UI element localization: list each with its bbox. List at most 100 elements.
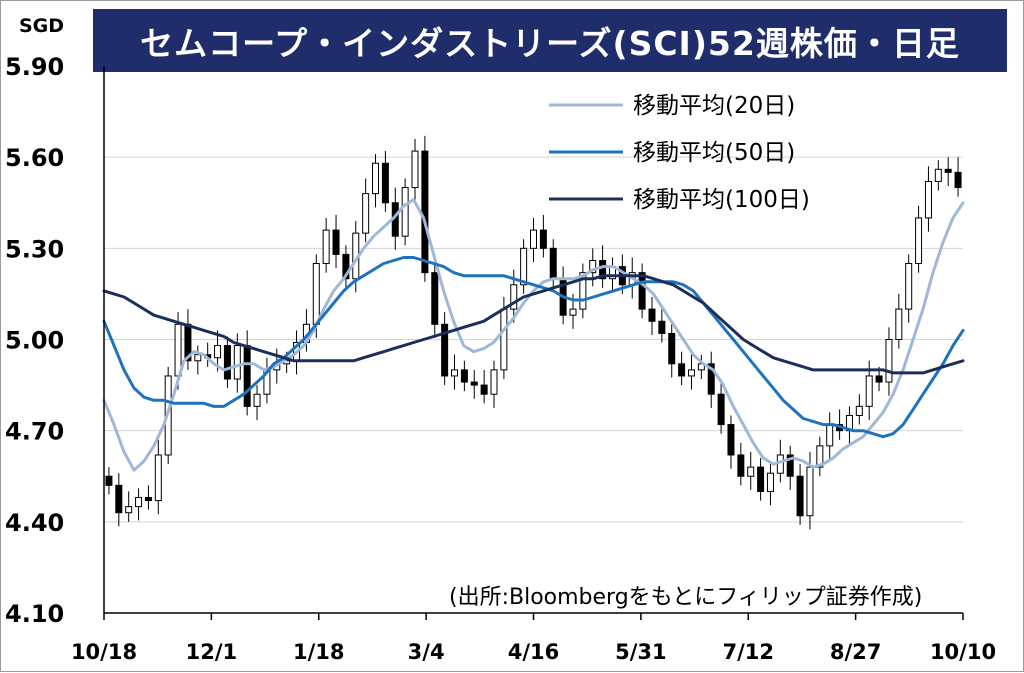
candle-body [451, 369, 459, 377]
candle-body [569, 308, 577, 316]
candle-body [135, 497, 143, 508]
candle-body [875, 375, 883, 383]
candle-body [154, 454, 162, 502]
candle-body [421, 150, 429, 274]
x-tick-label: 12/1 [186, 640, 238, 664]
candle-body [885, 339, 893, 383]
x-tick-label: 3/4 [408, 640, 445, 664]
candle-body [786, 454, 794, 477]
candle-body [737, 454, 745, 477]
candle-body [342, 253, 350, 280]
candle-body [125, 506, 133, 514]
candle-body [362, 193, 370, 234]
gridlines [104, 156, 963, 523]
candle-body [510, 284, 518, 310]
candle-body [539, 229, 547, 249]
y-tick-label: 4.10 [5, 600, 64, 628]
candle-body [747, 466, 755, 477]
y-tick-label: 4.70 [5, 418, 64, 446]
candle-body [905, 263, 913, 310]
candle-body [411, 150, 419, 189]
candle-body [579, 272, 587, 310]
candle-body [589, 259, 597, 274]
y-axis-unit-label: SGD [19, 15, 65, 37]
candle-body [530, 229, 537, 249]
candle-body [549, 247, 557, 280]
candle-body [895, 308, 903, 341]
candle-body [648, 308, 656, 322]
candle-body [233, 345, 241, 380]
x-tick-label: 8/27 [830, 640, 882, 664]
x-tick-label: 10/10 [930, 640, 996, 664]
candle-body [470, 381, 478, 386]
candle-body [668, 332, 676, 365]
candle-body [924, 180, 932, 219]
candle-body [223, 345, 231, 380]
candle-body [194, 354, 202, 362]
x-tick-label: 4/16 [508, 640, 560, 664]
candle-body [806, 466, 814, 517]
candle-body [500, 308, 508, 371]
candle-body [105, 475, 113, 486]
candle-body [332, 229, 340, 255]
candle-body [599, 259, 607, 280]
candle-body [214, 345, 222, 359]
candle-body [460, 369, 468, 383]
x-tick-label: 10/18 [71, 640, 137, 664]
candle-body [480, 384, 488, 395]
candle-body [431, 272, 439, 325]
x-tick-label: 5/31 [615, 640, 667, 664]
candle-body [826, 424, 834, 447]
candle-body [687, 369, 695, 377]
candle-body [816, 445, 824, 468]
ma-line-2 [102, 256, 965, 439]
ma-line-3 [102, 274, 965, 375]
candle-body [865, 375, 873, 407]
candlesticks [105, 135, 962, 530]
candle-body [253, 393, 261, 407]
source-note: (出所:Bloombergをもとにフィリップ証券作成) [449, 585, 923, 610]
candle-body [796, 475, 804, 517]
candle-body [638, 272, 646, 310]
legend-label: 移動平均(20日) [633, 93, 795, 119]
candle-body [322, 229, 330, 265]
y-tick-label: 5.90 [5, 53, 64, 81]
legend-label: 移動平均(100日) [633, 187, 810, 213]
candle-body [520, 247, 528, 286]
legend-label: 移動平均(50日) [633, 140, 795, 166]
x-tick-label: 7/12 [722, 640, 774, 664]
candle-body [707, 363, 715, 395]
candle-body [766, 472, 774, 492]
candle-body [757, 466, 765, 492]
legend: 移動平均(20日) 移動平均(50日) 移動平均(100日) [549, 93, 810, 213]
candle-body [115, 484, 123, 514]
y-axis-ticks: 5.90 5.60 5.30 5.00 4.70 4.40 4.10 [5, 53, 64, 628]
candle-body [727, 424, 735, 456]
candle-body [678, 363, 686, 377]
chart-title: セムコープ・インダストリーズ(SCI)52週株価・日足 [93, 9, 1007, 72]
candle-body [915, 217, 923, 265]
moving-average-lines [102, 198, 965, 472]
candle-body [441, 323, 449, 377]
candle-body [717, 393, 725, 426]
y-tick-label: 5.60 [5, 144, 64, 172]
y-tick-label: 5.30 [5, 235, 64, 263]
candle-body [658, 320, 666, 334]
candle-body [401, 187, 409, 237]
candle-body [934, 168, 942, 182]
y-tick-label: 4.40 [5, 509, 64, 537]
ma-line-1 [102, 198, 965, 472]
candle-body [312, 263, 320, 325]
x-axis-ticks: 10/18 12/1 1/18 3/4 4/16 5/31 7/12 8/27 10/10 [71, 613, 996, 664]
candle-body [372, 162, 380, 195]
x-tick-label: 1/18 [293, 640, 345, 664]
candle-body [944, 168, 952, 173]
candle-body [954, 171, 962, 189]
axes [103, 66, 963, 614]
candle-body [144, 497, 152, 502]
y-tick-label: 5.00 [5, 327, 64, 355]
candle-body [381, 162, 389, 204]
candle-body [243, 345, 251, 407]
